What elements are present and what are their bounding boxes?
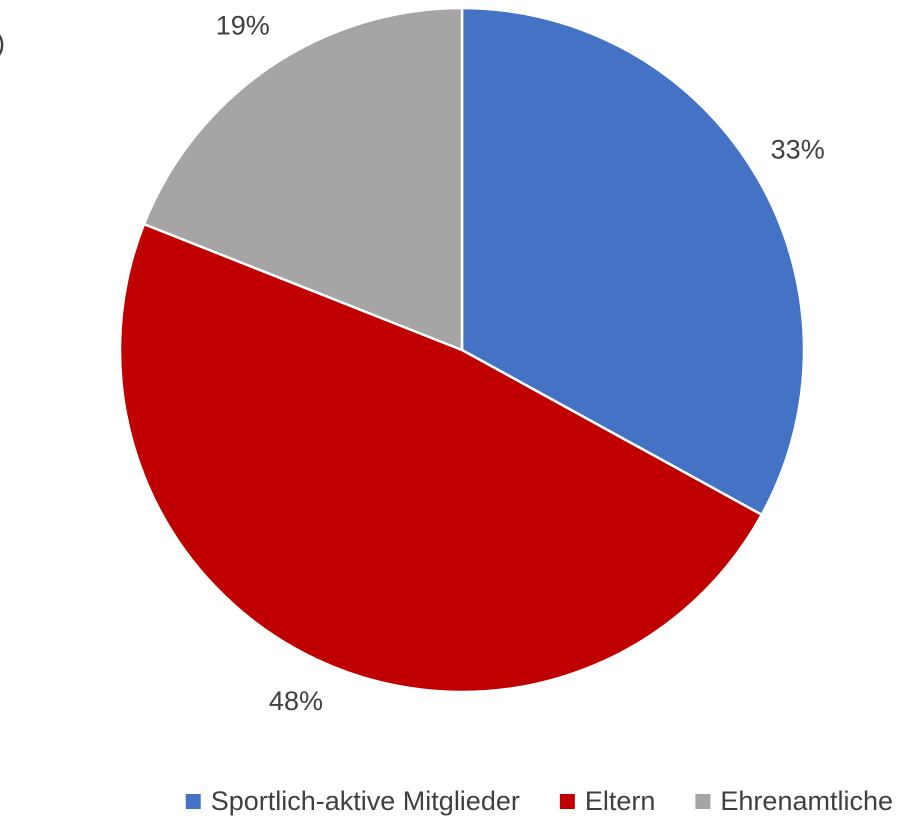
annotation: ) — [0, 28, 5, 58]
data-label: 33% — [771, 135, 825, 165]
legend-swatch — [559, 794, 575, 809]
pie-slice — [142, 6, 464, 352]
legend-label: Sportlich-aktive Mitglieder — [211, 786, 520, 816]
legend-label: Eltern — [585, 786, 656, 816]
data-label: 19% — [216, 11, 270, 41]
legend-swatch — [695, 794, 711, 809]
pie-slice — [460, 6, 806, 517]
legend-label: Ehrenamtliche — [720, 786, 893, 816]
pie-slice — [118, 222, 764, 694]
data-label: 48% — [269, 686, 323, 716]
legend-swatch — [185, 794, 201, 809]
